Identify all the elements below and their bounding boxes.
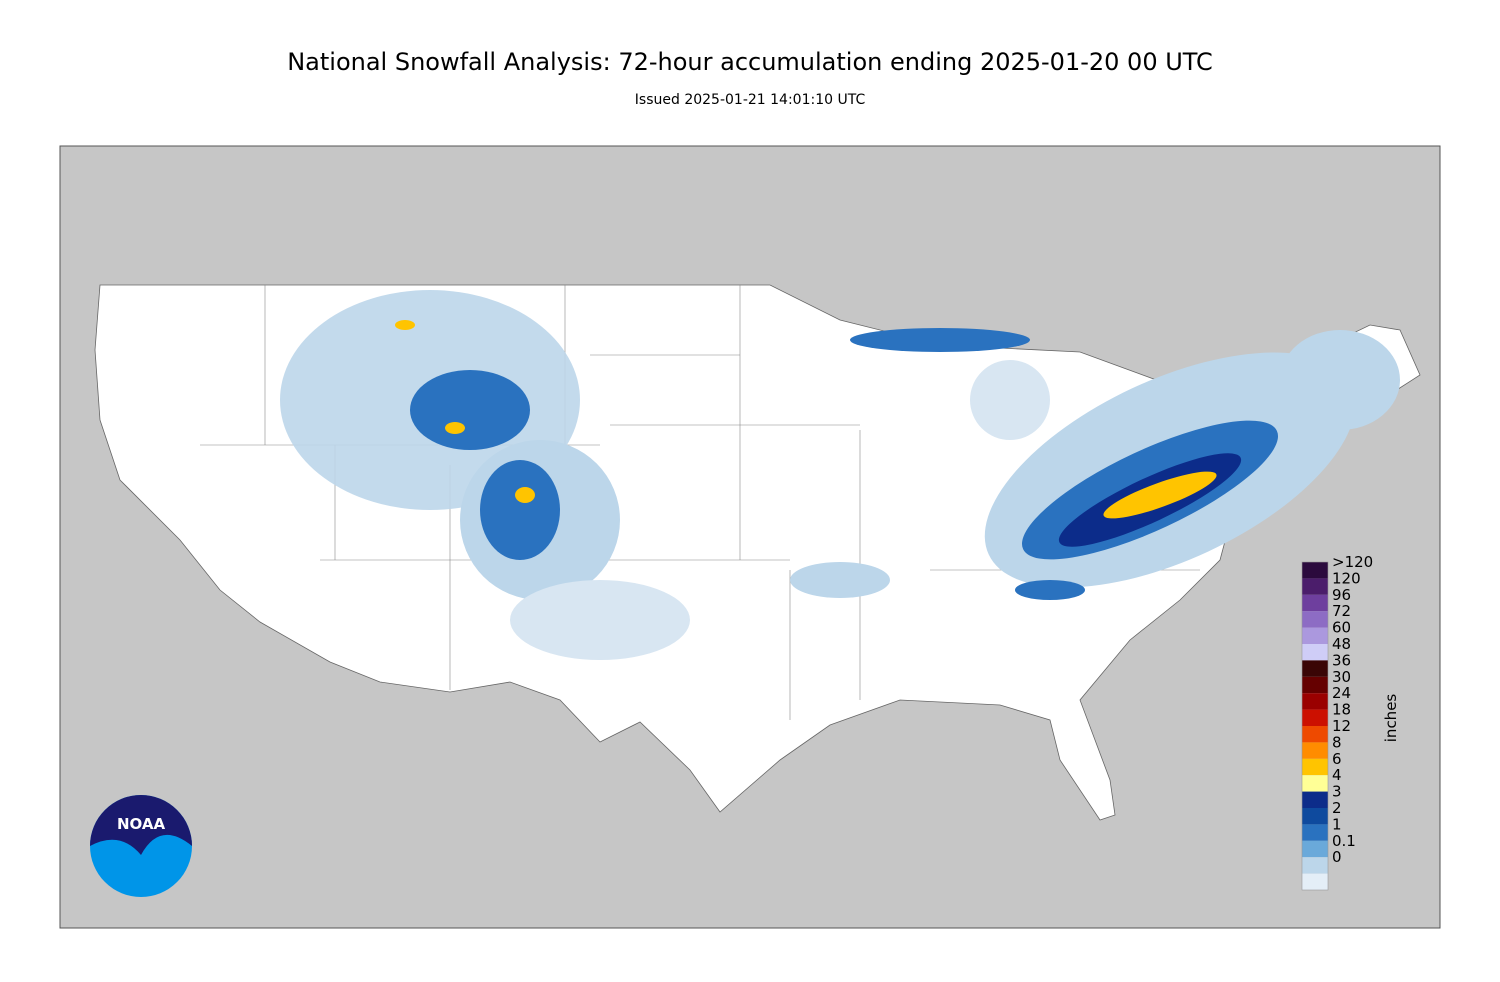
legend-swatch	[1302, 594, 1328, 612]
legend-label: 72	[1332, 602, 1351, 620]
legend-swatch	[1302, 824, 1328, 841]
legend-swatch	[1302, 578, 1328, 595]
legend-swatch	[1302, 775, 1328, 792]
legend-swatch	[1302, 627, 1328, 644]
noaa-logo: NOAA	[90, 795, 192, 897]
legend-swatch	[1302, 742, 1328, 759]
legend-label: 8	[1332, 733, 1342, 751]
snowfall-shading	[280, 290, 1400, 660]
map-title: National Snowfall Analysis: 72-hour accu…	[287, 48, 1213, 76]
legend-label: 4	[1332, 766, 1342, 784]
legend-swatch	[1302, 644, 1328, 661]
legend-label: 120	[1332, 569, 1361, 587]
legend-swatch	[1302, 808, 1328, 825]
legend-label: 48	[1332, 635, 1351, 653]
legend-swatch	[1302, 791, 1328, 808]
legend-label: 60	[1332, 619, 1351, 637]
legend-swatch	[1302, 693, 1328, 710]
legend-swatch	[1302, 857, 1328, 874]
legend-label: 0	[1332, 848, 1342, 866]
logo-text: NOAA	[117, 815, 166, 833]
legend-swatch	[1302, 562, 1328, 579]
legend-label: 24	[1332, 684, 1351, 702]
legend-label: 96	[1332, 586, 1351, 604]
legend-label: 12	[1332, 717, 1351, 735]
legend-swatch	[1302, 758, 1328, 776]
legend-swatch	[1302, 840, 1328, 858]
legend-label: >120	[1332, 553, 1373, 571]
legend-swatch	[1302, 709, 1328, 726]
legend-label: 3	[1332, 783, 1342, 801]
legend-label: 1	[1332, 815, 1342, 833]
legend-swatch	[1302, 660, 1328, 677]
legend-outline	[1301, 561, 1329, 891]
legend-label: 18	[1332, 701, 1351, 719]
legend-label: 6	[1332, 750, 1342, 768]
legend-label: 2	[1332, 799, 1342, 817]
legend-label: 0.1	[1332, 832, 1356, 850]
map-subtitle: Issued 2025-01-21 14:01:10 UTC	[635, 92, 866, 108]
legend-swatch	[1302, 726, 1328, 743]
legend-label: 36	[1332, 651, 1351, 669]
legend-swatch	[1302, 676, 1328, 694]
legend-label: 30	[1332, 668, 1351, 686]
legend-swatch	[1302, 873, 1328, 890]
legend-unit: inches	[1382, 694, 1400, 743]
legend-swatch	[1302, 611, 1328, 628]
